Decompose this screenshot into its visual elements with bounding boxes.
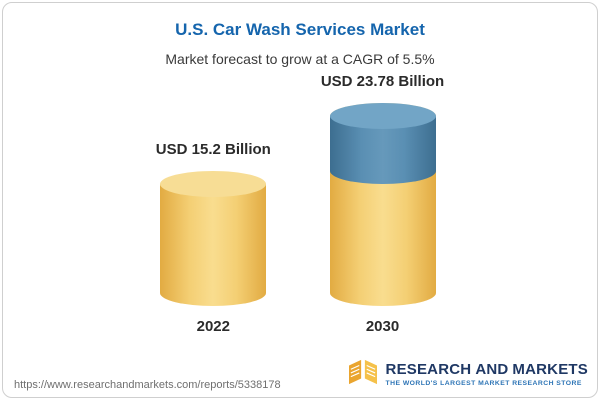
cylinder-top-2030-forecast (329, 102, 436, 129)
cylinder-bar-chart: USD 15.2 Billion 2022 USD 23.78 Billion … (0, 69, 600, 335)
research-and-markets-logo: RESEARCH AND MARKETS THE WORLD'S LARGEST M… (347, 358, 588, 391)
bar-2030-forecast-segment (329, 102, 436, 185)
logo-word-research: RESEARCH (385, 361, 472, 378)
chart-title: U.S. Car Wash Services Market (175, 20, 425, 39)
bar-value-label-2022: USD 15.2 Billion (155, 141, 271, 159)
cylinder-body-2022 (160, 184, 267, 306)
logo-word-markets: MARKETS (512, 361, 588, 378)
bar-value-label-2030: USD 23.78 Billion (320, 72, 445, 90)
bar-group-2030: USD 23.78 Billion 2030 (321, 73, 444, 335)
x-axis-label-2022: 2022 (196, 318, 230, 335)
cylinder-top-2022 (160, 171, 267, 198)
chart-header: U.S. Car Wash Services Market Market for… (0, 0, 600, 67)
report-url-link[interactable]: https://www.researchandmarkets.com/repor… (14, 379, 281, 391)
chart-subtitle: Market forecast to grow at a CAGR of 5.5… (165, 51, 435, 67)
footer: https://www.researchandmarkets.com/repor… (14, 358, 588, 391)
logo-book-icon (347, 358, 379, 391)
logo-tagline: THE WORLD'S LARGEST MARKET RESEARCH STOR… (385, 380, 582, 387)
bar-2030-cylinder (329, 102, 436, 306)
bar-group-2022: USD 15.2 Billion 2022 (156, 141, 271, 335)
logo-text: RESEARCH AND MARKETS THE WORLD'S LARGEST M… (385, 362, 588, 388)
logo-word-and: AND (475, 361, 509, 378)
x-axis-label-2030: 2030 (365, 318, 400, 335)
logo-wordmark: RESEARCH AND MARKETS (386, 362, 588, 378)
bar-2022-cylinder (160, 171, 267, 306)
